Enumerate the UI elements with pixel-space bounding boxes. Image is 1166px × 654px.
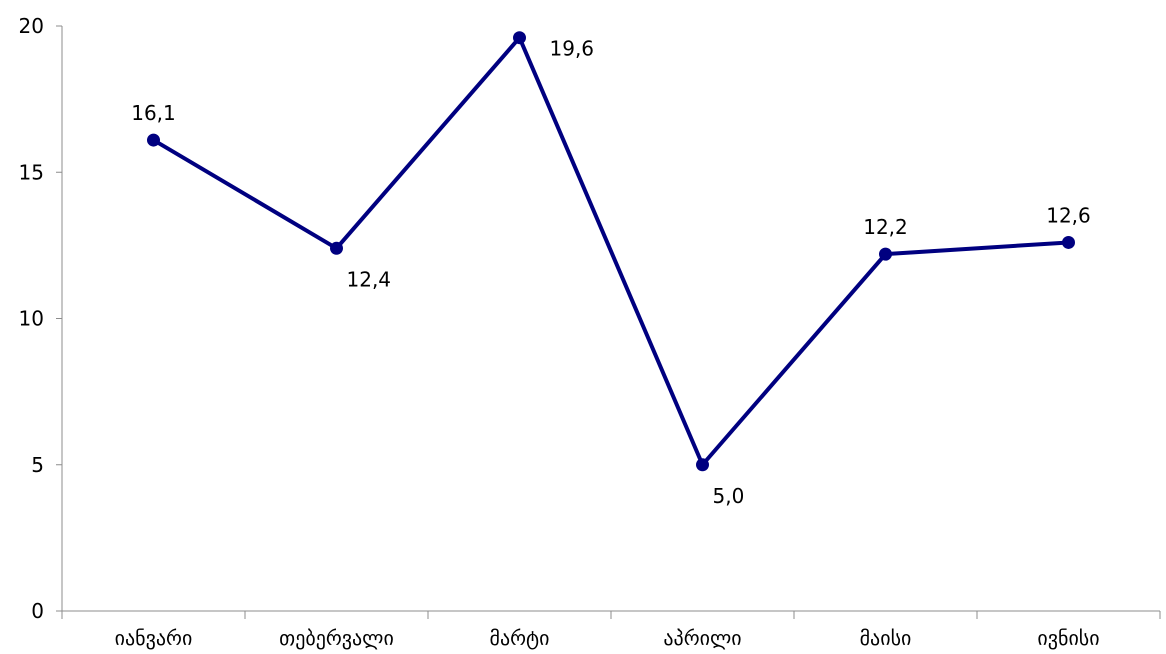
data-point xyxy=(513,31,526,45)
y-tick-label: 5 xyxy=(31,453,44,477)
data-label: 19,6 xyxy=(550,37,595,61)
x-category-label: თებერვალი xyxy=(279,626,394,650)
x-category-label: იანვარი xyxy=(115,626,193,650)
data-labels-group: 16,1 12,4 19,6 5,0 12,2 12,6 xyxy=(131,37,1091,508)
data-point xyxy=(696,458,709,472)
data-point xyxy=(879,247,892,261)
y-tick-label: 10 xyxy=(19,307,44,331)
data-label: 12,6 xyxy=(1046,203,1091,227)
y-tick-label: 20 xyxy=(19,14,44,38)
series-line-group xyxy=(147,31,1075,472)
series-line xyxy=(152,35,1069,467)
data-label: 5,0 xyxy=(713,484,745,508)
y-tick-label: 15 xyxy=(19,160,44,184)
chart-axes xyxy=(61,26,1160,612)
x-axis-ticks: იანვარი თებერვალი მარტი აპრილი მაისი ივნისი xyxy=(61,611,1161,650)
x-category-label: მაისი xyxy=(860,626,912,650)
x-category-label: მარტი xyxy=(490,626,550,650)
data-label: 12,4 xyxy=(347,267,392,291)
data-point xyxy=(330,241,343,255)
y-axis-ticks: 0 5 10 15 20 xyxy=(19,14,62,623)
data-point xyxy=(147,133,160,147)
x-category-label: ივნისი xyxy=(1037,626,1099,650)
y-tick-label: 0 xyxy=(31,599,44,623)
data-point xyxy=(1062,235,1075,249)
x-category-label: აპრილი xyxy=(663,626,741,650)
data-label: 16,1 xyxy=(131,101,176,125)
data-label: 12,2 xyxy=(863,215,908,239)
